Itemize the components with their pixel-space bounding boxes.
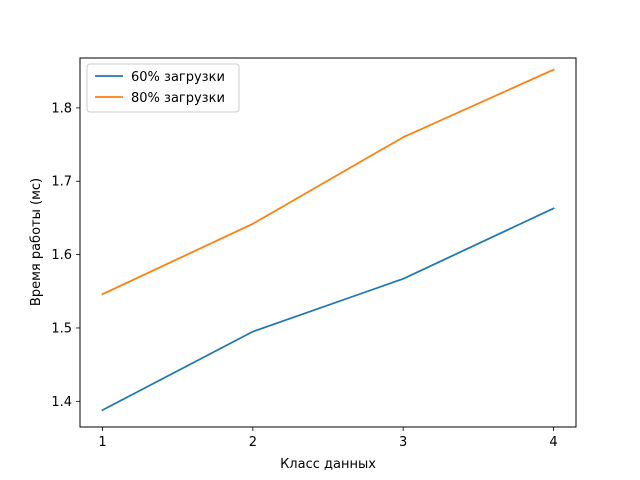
legend-label-80: 80% загрузки	[131, 91, 225, 106]
y-axis: 1.4 1.5 1.6 1.7 1.8	[51, 101, 80, 410]
x-tick-label: 2	[249, 435, 257, 450]
legend: 60% загрузки 80% загрузки	[86, 63, 240, 113]
y-axis-label: Время работы (мс)	[29, 178, 44, 306]
x-tick-label: 3	[399, 435, 407, 450]
series-line-1	[101, 207, 555, 412]
x-axis-label: Класс данных	[280, 457, 376, 472]
x-axis: 1 2 3 4	[98, 427, 558, 450]
y-tick-label: 1.4	[51, 395, 72, 410]
y-tick-label: 1.5	[51, 321, 72, 336]
y-tick-label: 1.7	[51, 175, 72, 190]
y-tick-label: 1.8	[51, 101, 72, 116]
series-line-2	[101, 68, 555, 296]
x-tick-label: 4	[549, 435, 557, 450]
legend-frame	[86, 63, 240, 113]
x-tick-label: 1	[98, 435, 106, 450]
series-lines	[101, 68, 555, 412]
legend-label-60: 60% загрузки	[131, 70, 225, 85]
y-tick-label: 1.6	[51, 248, 72, 263]
plot-area-frame	[79, 57, 577, 428]
